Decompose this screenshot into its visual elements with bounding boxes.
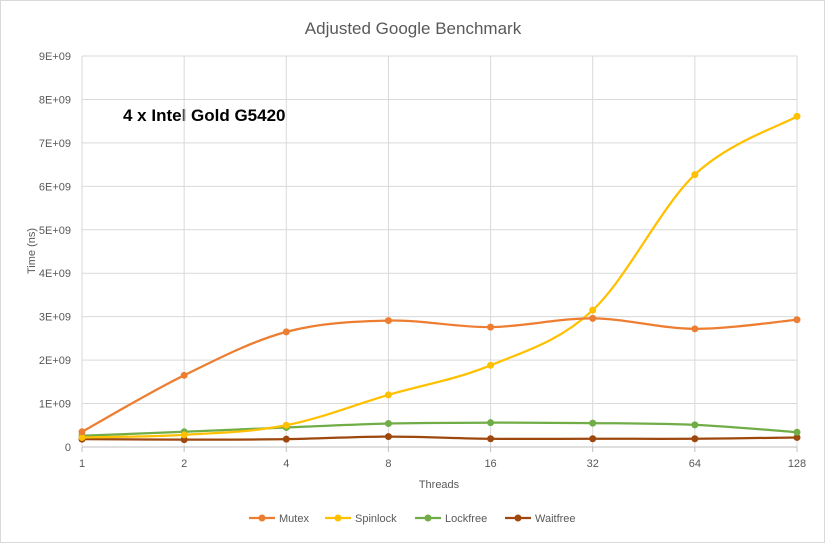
legend-item-spinlock: Spinlock <box>325 513 397 525</box>
legend-label: Spinlock <box>355 513 397 525</box>
data-point-spinlock <box>78 433 86 441</box>
x-tick-label: 1 <box>79 458 85 470</box>
legend-label: Lockfree <box>445 513 487 525</box>
y-tick-label: 2E+09 <box>39 355 71 367</box>
y-tick-label: 0 <box>65 442 71 454</box>
y-axis-title: Time (ns) <box>26 228 38 274</box>
legend-label: Waitfree <box>535 513 576 525</box>
data-point-mutex <box>793 316 801 324</box>
y-tick-label: 8E+09 <box>39 94 71 106</box>
y-tick-label: 5E+09 <box>39 225 71 237</box>
gridlines <box>81 55 798 447</box>
chart-annotation: 4 x Intel Gold G5420 <box>123 106 286 125</box>
series-line-mutex <box>81 317 798 433</box>
data-point-spinlock <box>384 391 392 399</box>
x-tick-label: 2 <box>181 458 187 470</box>
x-tick-label: 32 <box>587 458 599 470</box>
data-point-mutex <box>180 371 188 379</box>
x-tick-label: 64 <box>689 458 701 470</box>
legend-swatch-marker <box>258 514 266 522</box>
y-tick-label: 7E+09 <box>39 138 71 150</box>
data-point-waitfree <box>691 435 699 443</box>
chart-title: Adjusted Google Benchmark <box>305 19 522 38</box>
data-point-spinlock <box>180 431 188 439</box>
data-point-spinlock <box>691 171 699 179</box>
data-point-spinlock <box>487 361 495 369</box>
x-tick-label: 8 <box>385 458 391 470</box>
axes: 0 1E+09 2E+09 3E+09 4E+09 5E+09 6E+09 7E+09 8E+0… <box>39 51 806 470</box>
legend-label: Mutex <box>279 513 309 525</box>
x-tick-label: 16 <box>484 458 496 470</box>
x-tick-label: 128 <box>788 458 806 470</box>
series-line-spinlock <box>81 115 798 439</box>
series-mutex <box>78 314 801 436</box>
legend-swatch-marker <box>334 514 342 522</box>
data-point-waitfree <box>282 435 290 443</box>
data-point-lockfree <box>691 421 699 429</box>
data-point-spinlock <box>589 306 597 314</box>
y-tick-label: 6E+09 <box>39 181 71 193</box>
legend: Mutex Spinlock Lockfree Waitfree <box>249 513 576 525</box>
y-tick-label: 4E+09 <box>39 268 71 280</box>
y-tick-label: 3E+09 <box>39 312 71 324</box>
data-point-waitfree <box>793 433 801 441</box>
data-point-waitfree <box>384 433 392 441</box>
legend-item-lockfree: Lockfree <box>415 513 487 525</box>
y-tick-label: 1E+09 <box>39 399 71 411</box>
data-point-spinlock <box>282 421 290 429</box>
data-point-lockfree <box>487 419 495 427</box>
data-point-mutex <box>78 428 86 436</box>
data-point-lockfree <box>793 428 801 436</box>
x-tick-label: 4 <box>283 458 289 470</box>
data-point-waitfree <box>589 435 597 443</box>
data-point-mutex <box>691 325 699 333</box>
series-line-lockfree <box>81 421 798 437</box>
data-point-spinlock <box>793 112 801 120</box>
series-layer <box>78 112 801 444</box>
data-point-lockfree <box>384 420 392 428</box>
legend-swatch-marker <box>514 514 522 522</box>
data-point-mutex <box>384 317 392 325</box>
legend-swatch-marker <box>424 514 432 522</box>
series-spinlock <box>78 112 801 441</box>
data-point-waitfree <box>487 435 495 443</box>
data-point-mutex <box>589 314 597 322</box>
legend-item-waitfree: Waitfree <box>505 513 576 525</box>
y-tick-label: 9E+09 <box>39 51 71 63</box>
data-point-mutex <box>282 328 290 336</box>
x-axis-title: Threads <box>419 479 460 491</box>
data-point-mutex <box>487 323 495 331</box>
data-point-lockfree <box>589 419 597 427</box>
legend-item-mutex: Mutex <box>249 513 309 525</box>
series-line-waitfree <box>81 435 798 441</box>
